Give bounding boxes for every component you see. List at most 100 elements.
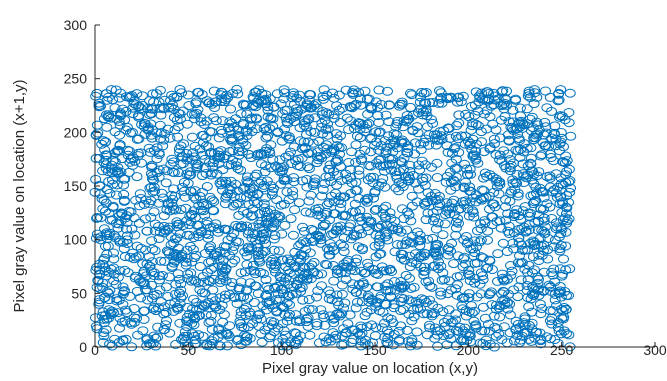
scatter-point (181, 149, 193, 158)
scatter-point (535, 204, 547, 214)
scatter-point (195, 117, 207, 127)
scatter-point (320, 259, 332, 269)
scatter-point (112, 163, 124, 172)
scatter-point (149, 226, 161, 236)
scatter-point (287, 88, 299, 98)
scatter-point (93, 299, 105, 309)
scatter-point (212, 227, 224, 237)
scatter-point (316, 269, 328, 279)
scatter-point (435, 88, 447, 98)
scatter-point (432, 135, 443, 145)
scatter-point (443, 305, 455, 315)
scatter-point (382, 313, 394, 323)
scatter-point (207, 285, 219, 295)
scatter-point (231, 299, 243, 308)
scatter-point (258, 124, 270, 134)
scatter-point (365, 172, 377, 182)
scatter-point (241, 208, 253, 218)
scatter-point (302, 313, 314, 323)
scatter-point (181, 230, 193, 240)
scatter-point (174, 318, 186, 328)
scatter-point (184, 241, 196, 251)
scatter-point (169, 256, 181, 266)
scatter-point (500, 202, 512, 212)
scatter-point (190, 276, 202, 286)
scatter-point (260, 122, 272, 132)
scatter-point (438, 317, 450, 327)
scatter-point (195, 205, 207, 215)
scatter-point (258, 229, 269, 239)
scatter-point (444, 209, 456, 219)
y-axis-label: Pixel gray value on location (x+1,y) (11, 79, 28, 312)
scatter-point (346, 325, 358, 335)
scatter-point (433, 246, 445, 256)
scatter-point (147, 187, 159, 197)
scatter-point (97, 307, 109, 317)
scatter-point (305, 208, 317, 218)
scatter-point (159, 302, 171, 312)
scatter-point (361, 197, 373, 207)
scatter-point (392, 282, 404, 291)
scatter-point (139, 214, 151, 224)
scatter-point (98, 331, 110, 341)
scatter-point (260, 291, 272, 301)
scatter-point (265, 140, 277, 150)
scatter-point (199, 163, 211, 173)
scatter-point (357, 278, 369, 288)
scatter-point (340, 328, 352, 337)
scatter-point (425, 191, 437, 201)
scatter-point (154, 285, 166, 295)
scatter-point (563, 197, 575, 207)
scatter-point (117, 289, 129, 299)
scatter-point (255, 329, 267, 339)
scatter-point (316, 281, 327, 291)
scatter-point (376, 100, 387, 109)
scatter-point (194, 262, 206, 271)
scatter-point (502, 274, 513, 284)
scatter-point (275, 284, 287, 294)
scatter-point (232, 89, 244, 99)
scatter-point (418, 309, 430, 319)
scatter-point (213, 325, 225, 335)
scatter-point (341, 113, 353, 123)
scatter-point (508, 158, 520, 168)
scatter-point (456, 336, 467, 346)
scatter-point (420, 215, 432, 225)
scatter-point (238, 323, 250, 333)
scatter-point (356, 216, 368, 226)
scatter-point (430, 250, 442, 260)
scatter-point (398, 164, 409, 174)
scatter-point (328, 113, 340, 123)
scatter-point (526, 112, 538, 122)
scatter-point (374, 237, 386, 247)
scatter-point (443, 276, 455, 286)
scatter-point (475, 224, 487, 234)
scatter-point (549, 295, 561, 305)
scatter-point (268, 102, 280, 112)
scatter-point (302, 321, 314, 331)
scatter-point (544, 173, 556, 183)
scatter-point (318, 332, 330, 342)
scatter-point (405, 216, 417, 226)
scatter-point (380, 110, 392, 120)
scatter-point (558, 254, 569, 264)
scatter-point (244, 183, 256, 193)
scatter-point (148, 182, 160, 192)
scatter-point (448, 259, 460, 269)
scatter-point (411, 122, 423, 132)
scatter-point (171, 115, 183, 125)
scatter-point (355, 155, 367, 165)
scatter-point (151, 154, 163, 164)
scatter-point (434, 86, 445, 96)
scatter-point (504, 299, 516, 309)
x-tick-label: 50 (181, 342, 197, 358)
scatter-point (351, 131, 363, 141)
scatter-point (196, 198, 208, 208)
scatter-point (553, 326, 565, 336)
scatter-point (371, 282, 383, 292)
scatter-point (186, 132, 198, 142)
scatter-point (241, 192, 252, 202)
scatter-point (392, 116, 404, 126)
scatter-point (91, 229, 103, 239)
scatter-point (537, 138, 549, 148)
